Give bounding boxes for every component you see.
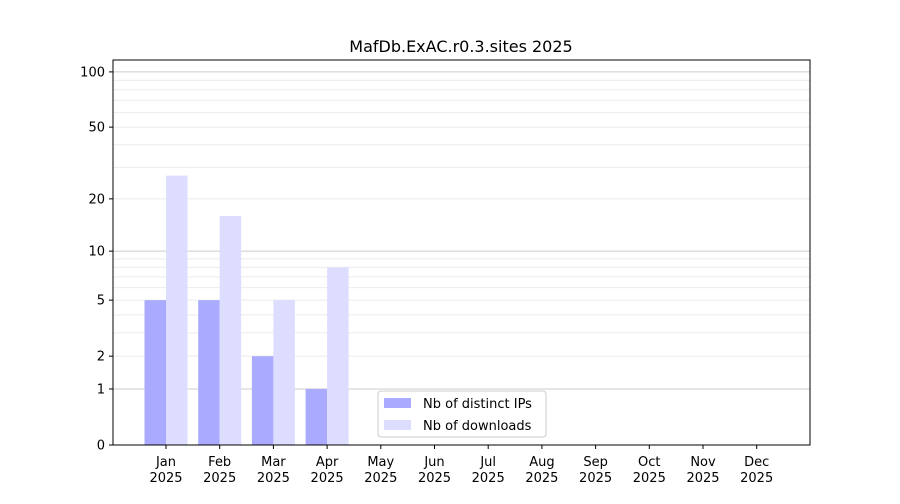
- y-tick-label: 10: [88, 245, 105, 260]
- bar-distinct-ips: [251, 356, 274, 445]
- legend-label: Nb of distinct IPs: [423, 397, 532, 412]
- x-tick-label: May 2025: [364, 455, 397, 486]
- x-tick-label: Mar 2025: [257, 455, 290, 486]
- bar-downloads: [273, 300, 295, 445]
- x-tick-label: Jan 2025: [149, 455, 182, 486]
- y-tick-label: 100: [80, 65, 105, 80]
- legend-swatch: [384, 398, 411, 408]
- bar-downloads: [327, 267, 349, 445]
- y-tick-label: 0: [97, 439, 105, 454]
- bar-downloads: [219, 215, 242, 445]
- y-tick-label: 5: [97, 294, 105, 309]
- x-tick-label: Feb 2025: [203, 455, 236, 486]
- x-tick-label: Apr 2025: [311, 455, 344, 486]
- x-tick-label: Aug 2025: [525, 455, 558, 486]
- chart-title: MafDb.ExAC.r0.3.sites 2025: [349, 37, 572, 56]
- x-tick-label: Jul 2025: [472, 455, 505, 486]
- legend-box: [377, 390, 547, 438]
- bar-downloads: [166, 175, 188, 445]
- legend-label: Nb of downloads: [423, 419, 532, 434]
- x-tick-label: Jun 2025: [418, 455, 451, 486]
- y-tick-label: 20: [88, 192, 105, 207]
- x-tick-label: Nov 2025: [686, 455, 719, 486]
- bar-distinct-ips: [198, 300, 220, 445]
- x-tick-label: Oct 2025: [633, 455, 666, 486]
- x-tick-label: Dec 2025: [740, 455, 773, 486]
- x-tick-label: Sep 2025: [579, 455, 612, 486]
- bar-distinct-ips: [305, 388, 328, 445]
- plot-frame: [112, 59, 811, 446]
- y-tick-label: 2: [97, 350, 105, 365]
- y-tick-label: 50: [88, 121, 105, 136]
- legend-swatch: [384, 420, 411, 430]
- y-tick-label: 1: [97, 382, 105, 397]
- bar-distinct-ips: [144, 300, 166, 445]
- legend: Nb of distinct IPs Nb of downloads: [377, 390, 547, 438]
